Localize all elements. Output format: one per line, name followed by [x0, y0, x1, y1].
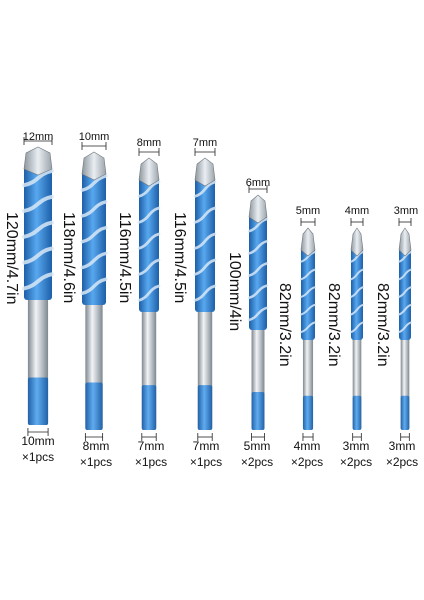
shank-size-label-4: 7mm: [192, 439, 220, 453]
shank-size-label-8: 3mm: [388, 439, 416, 453]
tip-size-label-7: 4mm: [344, 205, 370, 217]
tip-size-label-3: 8mm: [136, 137, 162, 149]
drill-bit-tip-5: [248, 194, 268, 224]
drill-bit-shank-band-1: [27, 377, 49, 425]
shank-size-label-7: 3mm: [342, 439, 370, 453]
quantity-label-8: ×2pcs: [385, 455, 419, 469]
tip-size-label-6: 5mm: [295, 205, 321, 217]
tip-size-label-2: 10mm: [78, 131, 110, 143]
drill-bit-spiral-7: [350, 251, 364, 334]
quantity-label-5: ×2pcs: [240, 455, 274, 469]
quantity-label-4: ×1pcs: [189, 455, 223, 469]
drill-bit-tip-8: [398, 227, 412, 257]
length-label-2: 118mm/4.6in: [60, 212, 77, 304]
length-label-6: 82mm/3.2in: [276, 283, 293, 367]
drill-bit-spiral-3: [137, 180, 161, 302]
drill-bit-tip-3: [138, 157, 160, 187]
shank-size-label-3: 7mm: [137, 439, 165, 453]
drill-bit-shank-band-4: [197, 385, 213, 430]
tip-size-label-4: 7mm: [192, 137, 218, 149]
drill-bit-tip-1: [23, 146, 53, 176]
quantity-label-3: ×1pcs: [134, 455, 168, 469]
drill-bit-shank-band-7: [352, 395, 362, 430]
length-label-1: 120mm/4.7in: [3, 212, 20, 305]
tip-size-label-5: 6mm: [245, 177, 271, 189]
length-label-4: 116mm/4.5in: [171, 212, 188, 304]
shank-size-label-1: 10mm: [21, 434, 55, 448]
shank-size-label-5: 5mm: [243, 439, 271, 453]
drill-bit-tip-4: [194, 157, 216, 187]
quantity-label-7: ×2pcs: [339, 455, 373, 469]
drill-bit-tip-7: [350, 227, 364, 257]
shank-size-label-2: 8mm: [82, 439, 110, 453]
drill-bit-spiral-6: [300, 251, 316, 334]
drill-bit-spiral-4: [193, 180, 217, 302]
drill-bit-spiral-8: [398, 251, 412, 334]
drill-bit-tip-6: [300, 227, 316, 257]
drill-bit-shank-band-2: [85, 382, 103, 430]
drill-bit-shank-band-5: [251, 392, 265, 430]
drill-bit-tip-2: [81, 151, 107, 181]
drill-bit-spiral-5: [247, 217, 269, 322]
quantity-label-2: ×1pcs: [79, 455, 113, 469]
length-label-8: 82mm/3.2in: [374, 283, 391, 367]
length-label-5: 100mm/4in: [226, 252, 243, 332]
tip-size-label-1: 12mm: [22, 131, 54, 143]
shank-size-label-6: 4mm: [293, 439, 321, 453]
drill-bit-shank-band-6: [302, 395, 314, 430]
quantity-label-1: ×1pcs: [21, 450, 55, 464]
length-label-7: 82mm/3.2in: [325, 283, 342, 367]
length-label-3: 116mm/4.5in: [116, 212, 133, 304]
drill-bit-shank-band-3: [141, 385, 157, 430]
quantity-label-6: ×2pcs: [290, 455, 324, 469]
drill-bit-shank-band-8: [400, 395, 410, 430]
drill-bit-spiral-1: [22, 169, 54, 291]
tip-size-label-8: 3mm: [393, 205, 419, 217]
drill-bit-spiral-2: [80, 174, 108, 296]
